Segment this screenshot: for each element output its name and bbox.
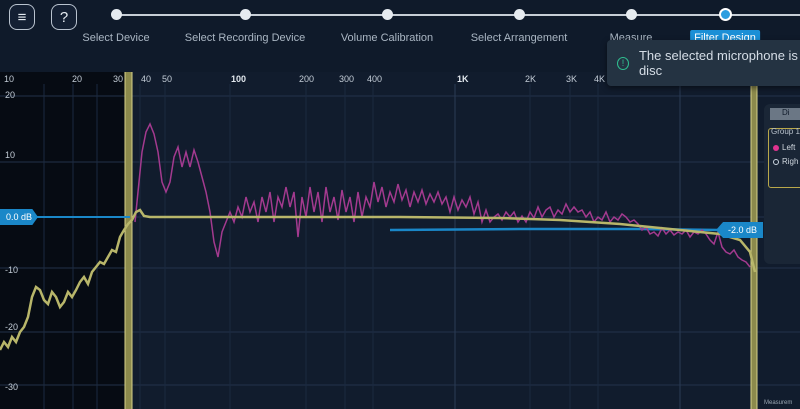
graph-canvas <box>0 72 800 409</box>
left-dot-icon <box>773 144 779 151</box>
legend-left[interactable]: Left <box>773 143 795 152</box>
menu-button[interactable]: ≡ <box>9 4 35 30</box>
step-dot-filter-design[interactable] <box>718 8 732 21</box>
step-dot-volume-calibration[interactable] <box>381 9 393 20</box>
left-gain-handle[interactable]: 0.0 dB <box>0 209 39 225</box>
help-icon: ? <box>59 8 69 26</box>
frequency-response-graph[interactable]: 10 20 30 40 50 100 200 300 400 1K 2K 3K … <box>0 72 800 409</box>
group-box: Group 1 Left Righ <box>768 127 800 188</box>
x-tick-20: 20 <box>72 74 83 84</box>
right-dot-icon <box>773 158 779 165</box>
y-tick-20: 20 <box>5 90 16 100</box>
panel-button[interactable]: Di <box>770 108 800 120</box>
high-cut-handle <box>750 72 758 409</box>
footer-hint: Measurem <box>764 400 793 406</box>
toast-message: The selected microphone is disc <box>638 48 798 78</box>
x-tick-200: 200 <box>299 74 315 84</box>
microphone-warning-toast: ! The selected microphone is disc <box>607 40 800 86</box>
x-tick-100: 100 <box>231 74 247 84</box>
y-tick-minus-10: -10 <box>5 265 19 275</box>
step-label-volume-calibration[interactable]: Volume Calibration <box>340 32 434 44</box>
step-label-select-recording-device[interactable]: Select Recording Device <box>184 32 306 44</box>
help-button[interactable]: ? <box>51 4 77 30</box>
group-title: Group 1 <box>771 127 800 136</box>
legend-right[interactable]: Righ <box>773 157 798 166</box>
step-dot-select-arrangement[interactable] <box>513 9 525 20</box>
x-tick-400: 400 <box>367 74 383 84</box>
y-tick-minus-20: -20 <box>5 322 19 332</box>
x-tick-40: 40 <box>141 74 152 84</box>
y-tick-minus-30: -30 <box>5 382 19 392</box>
step-dot-select-recording-device[interactable] <box>239 9 251 20</box>
x-tick-1k: 1K <box>457 74 469 84</box>
channel-panel: Di Group 1 Left Righ <box>764 104 800 264</box>
step-label-select-arrangement[interactable]: Select Arrangement <box>470 32 568 44</box>
x-tick-2k: 2K <box>525 74 537 84</box>
step-label-select-device[interactable]: Select Device <box>82 32 150 44</box>
steps-progress-line <box>116 14 800 16</box>
y-tick-10: 10 <box>5 150 16 160</box>
left-gain-value: 0.0 dB <box>6 212 33 222</box>
x-tick-300: 300 <box>339 74 355 84</box>
step-dot-select-device[interactable] <box>110 9 122 20</box>
x-tick-30: 30 <box>113 74 124 84</box>
low-cut-handle <box>124 72 133 409</box>
x-tick-4k: 4K <box>594 74 606 84</box>
step-dot-measure[interactable] <box>625 9 637 20</box>
x-tick-50: 50 <box>162 74 173 84</box>
right-gain-handle[interactable]: -2.0 dB <box>716 222 764 238</box>
hamburger-icon: ≡ <box>17 8 27 26</box>
x-tick-3k: 3K <box>566 74 578 84</box>
info-icon: ! <box>617 56 629 70</box>
x-tick-10: 10 <box>4 74 15 84</box>
right-gain-value: -2.0 dB <box>728 225 758 235</box>
top-bar: ≡ ? Select Device Select Recording Devic… <box>0 0 800 72</box>
